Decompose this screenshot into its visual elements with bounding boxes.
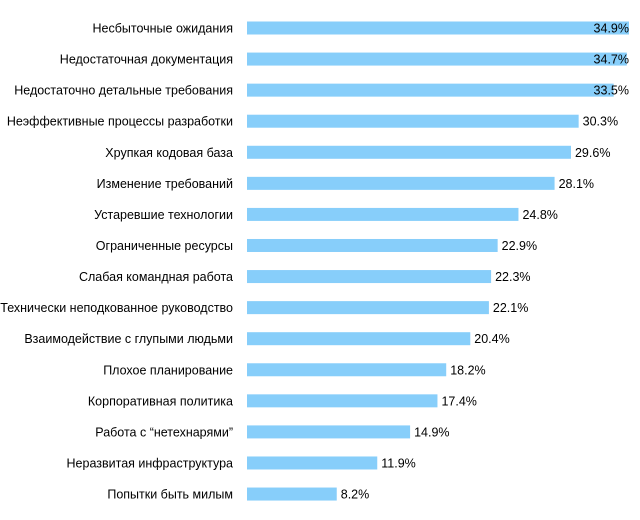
- value-label-12: 18.2%: [450, 363, 485, 377]
- bar-3: [247, 83, 614, 97]
- value-label-10: 22.1%: [493, 301, 528, 315]
- value-label-1: 34.9%: [594, 22, 629, 36]
- category-label-2: Недостаточная документация: [60, 53, 233, 67]
- bar-8: [247, 238, 498, 252]
- category-label-16: Попытки быть милым: [107, 488, 233, 502]
- value-label-11: 20.4%: [474, 332, 509, 346]
- bar-15: [247, 456, 378, 470]
- category-labels: Несбыточные ожидания Недостаточная докуме…: [0, 22, 233, 502]
- bar-4: [247, 114, 579, 128]
- category-label-5: Хрупкая кодовая база: [105, 146, 233, 160]
- category-label-11: Взаимодействие с глупыми людьми: [24, 332, 233, 346]
- value-label-8: 22.9%: [502, 239, 537, 253]
- bar-1: [247, 21, 629, 35]
- value-label-4: 30.3%: [583, 115, 618, 129]
- bar-2: [247, 52, 627, 66]
- value-label-6: 28.1%: [559, 177, 594, 191]
- bar-6: [247, 176, 555, 190]
- category-label-13: Корпоративная политика: [88, 394, 233, 408]
- category-label-7: Устаревшие технологии: [94, 208, 233, 222]
- category-label-6: Изменение требований: [97, 177, 233, 191]
- bar-16: [247, 487, 337, 501]
- category-label-9: Слабая командная работа: [79, 270, 233, 284]
- bar-12: [247, 363, 447, 377]
- bars-layer: [247, 21, 629, 501]
- bar-13: [247, 394, 438, 408]
- category-label-4: Неэффективные процессы разработки: [7, 115, 233, 129]
- category-label-14: Работа с “нетехнарями”: [95, 425, 233, 439]
- bar-11: [247, 332, 471, 346]
- bar-9: [247, 270, 492, 284]
- value-label-2: 34.7%: [594, 53, 629, 67]
- value-label-3: 33.5%: [594, 84, 629, 98]
- value-label-9: 22.3%: [495, 270, 530, 284]
- category-label-15: Неразвитая инфраструктура: [67, 456, 234, 470]
- value-label-5: 29.6%: [575, 146, 610, 160]
- value-label-13: 17.4%: [441, 394, 476, 408]
- value-labels: 34.9% 34.7% 33.5% 30.3% 29.6% 28.1% 24.8% 22.9%…: [341, 22, 629, 502]
- value-label-16: 8.2%: [341, 488, 370, 502]
- category-label-10: Технически неподкованное руководство: [0, 301, 233, 315]
- bar-10: [247, 301, 489, 315]
- category-label-8: Ограниченные ресурсы: [96, 239, 233, 253]
- bar-7: [247, 207, 519, 221]
- value-label-7: 24.8%: [522, 208, 557, 222]
- bar-14: [247, 425, 411, 439]
- value-label-14: 14.9%: [414, 425, 449, 439]
- bar-5: [247, 145, 571, 159]
- value-label-15: 11.9%: [381, 456, 416, 470]
- category-label-1: Несбыточные ожидания: [92, 22, 233, 36]
- category-label-12: Плохое планирование: [103, 363, 233, 377]
- category-label-3: Недостаточно детальные требования: [14, 84, 233, 98]
